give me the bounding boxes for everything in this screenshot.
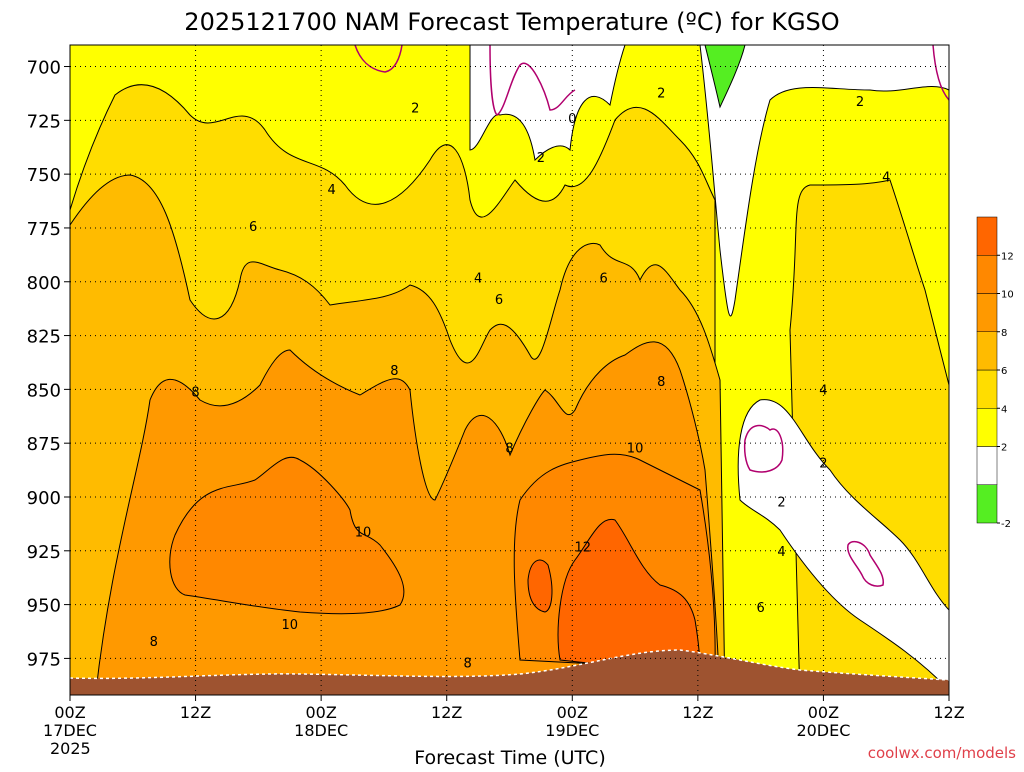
zero-contour-5	[847, 540, 885, 587]
contour-label: 10	[627, 441, 644, 456]
colorbar: -2 2 4 6 8 10 12	[976, 216, 1014, 530]
x-tick-label: 18DEC	[294, 721, 348, 740]
colorbar-swatch	[976, 216, 998, 256]
contour-label: 2	[411, 101, 419, 116]
x-tick-label: 12Z	[933, 703, 964, 722]
y-tick-label: 975	[27, 649, 61, 670]
colorbar-label: 8	[1001, 328, 1007, 339]
x-tick-label: 2025	[50, 739, 91, 758]
x-axis-label: Forecast Time (UTC)	[414, 747, 605, 768]
contour-label: 4	[882, 170, 890, 185]
colorbar-swatch	[976, 446, 998, 485]
y-tick-label: 725	[27, 111, 61, 132]
contour-label: 2	[819, 457, 827, 472]
x-tick-label: 17DEC	[43, 721, 97, 740]
contour-label: 10	[281, 618, 298, 633]
contour-label: 8	[657, 375, 665, 390]
colorbar-swatch	[976, 484, 998, 524]
contour-label: 2	[537, 151, 545, 166]
contour-label: 4	[777, 545, 785, 560]
band-below-0	[704, 45, 746, 109]
y-tick-label: 950	[27, 596, 61, 617]
contour-label: 6	[495, 293, 503, 308]
terrain	[70, 650, 949, 695]
zero-contour-2	[489, 45, 576, 116]
y-tick-label: 900	[27, 488, 61, 509]
band-12-14	[557, 518, 701, 676]
band-12-14-small	[527, 559, 553, 613]
band-0-2-right	[699, 45, 949, 317]
y-tick-label: 875	[27, 434, 61, 455]
contour-label: 6	[757, 601, 765, 616]
contour-label: 6	[600, 271, 608, 286]
contour-label: 4	[327, 183, 335, 198]
x-tick-label: 12Z	[682, 703, 713, 722]
colorbar-swatch	[976, 331, 998, 371]
contour-label: 8	[390, 364, 398, 379]
y-axis: 700 725 750 775 800 825 850 875 900 925 950 975	[27, 58, 70, 670]
colorbar-label: 6	[1001, 366, 1007, 377]
colorbar-label: -2	[1001, 519, 1011, 530]
plot-frame	[69, 44, 950, 696]
band-0-2-lower	[737, 399, 949, 691]
gridlines	[70, 45, 949, 695]
contour-label: 4	[474, 271, 482, 286]
contour-label: 6	[249, 220, 257, 235]
x-tick-label: 20DEC	[796, 721, 850, 740]
chart-title: 2025121700 NAM Forecast Temperature (ºC)…	[184, 8, 839, 36]
contour-label: 8	[505, 441, 513, 456]
y-tick-label: 750	[27, 165, 61, 186]
x-tick-label: 00Z	[808, 703, 839, 722]
y-tick-label: 925	[27, 542, 61, 563]
y-tick-label: 775	[27, 219, 61, 240]
credit-text: coolwx.com/models	[868, 744, 1016, 762]
y-tick-label: 825	[27, 327, 61, 348]
colorbar-label: 12	[1001, 251, 1014, 262]
contour-label: 8	[191, 386, 199, 401]
contour-label: 4	[819, 383, 827, 398]
contour-label: 10	[355, 525, 372, 540]
plot-area	[70, 45, 949, 695]
y-tick-label: 850	[27, 380, 61, 401]
colorbar-swatch	[976, 369, 998, 409]
x-tick-label: 00Z	[557, 703, 588, 722]
zero-contour-1	[354, 45, 403, 73]
contour-label: 12	[574, 540, 591, 555]
contour-label: 8	[150, 635, 158, 650]
contour-label: 0	[568, 112, 576, 127]
colorbar-swatch	[976, 255, 998, 294]
colorbar-label: 10	[1001, 290, 1014, 301]
y-tick-label: 800	[27, 273, 61, 294]
colorbar-swatch	[976, 408, 998, 447]
band-10-12	[169, 457, 405, 615]
zero-contour-4	[743, 424, 784, 473]
colorbar-swatch	[976, 293, 998, 332]
contour-label: 8	[464, 657, 472, 672]
contour-label: 2	[856, 95, 864, 110]
y-tick-label: 700	[27, 58, 61, 79]
contour-label: 2	[777, 495, 785, 510]
zero-contour-3	[932, 45, 949, 101]
x-tick-label: 00Z	[305, 703, 336, 722]
x-tick-label: 00Z	[54, 703, 85, 722]
colorbar-label: 4	[1001, 404, 1007, 415]
contour-label: 2	[657, 86, 665, 101]
colorbar-label: 2	[1001, 443, 1007, 454]
x-tick-label: 19DEC	[545, 721, 599, 740]
x-tick-label: 12Z	[431, 703, 462, 722]
x-tick-label: 12Z	[180, 703, 211, 722]
